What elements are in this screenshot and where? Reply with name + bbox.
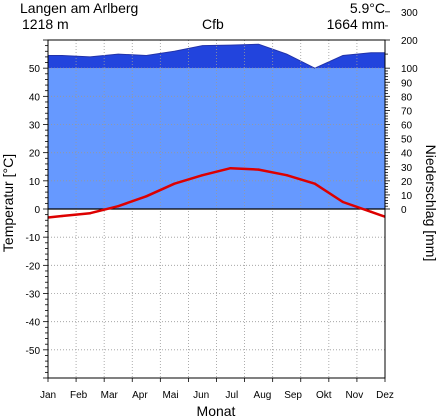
precipitation-tick-label: 30 (401, 163, 413, 174)
month-tick-label: Dez (376, 390, 394, 401)
precipitation-tick-label: 40 (401, 149, 413, 160)
temperature-point (341, 200, 345, 204)
temperature-tick-label: 50 (29, 64, 41, 75)
x-axis-label: Monat (197, 403, 236, 418)
temperature-point (145, 195, 148, 198)
climate-class: Cfb (202, 16, 224, 32)
temperature-point (173, 182, 176, 185)
month-tick-label: Mai (162, 390, 178, 401)
temperature-tick-label: 10 (29, 177, 41, 188)
y-axis-label-right: Niederschlag [mm] (423, 145, 439, 262)
elevation: 1218 m (22, 16, 69, 32)
month-tick-label: Mar (101, 390, 119, 401)
temperature-point (285, 174, 288, 177)
temperature-point (117, 204, 120, 208)
precipitation-tick-label: 20 (401, 177, 413, 188)
temperature-point (201, 174, 204, 177)
temperature-line (47, 166, 386, 219)
temperature-tick-label: 40 (29, 92, 41, 103)
temperature-tick-label: 0 (34, 205, 40, 216)
precipitation-tick-label: 0 (401, 205, 407, 216)
month-tick-label: Nov (345, 390, 363, 401)
precipitation-line (48, 43, 385, 69)
temperature-tick-label: 20 (29, 149, 41, 160)
month-tick-label: Jan (40, 390, 56, 401)
temperature-point (88, 212, 92, 215)
annual-precipitation: 1664 mm (326, 16, 385, 32)
precipitation-tick-label: 100 (401, 64, 418, 75)
precipitation-tick-label: 10 (401, 191, 413, 202)
mean-temperature: 5.9°C (349, 0, 385, 16)
precipitation-tick-label: 200 (401, 36, 418, 47)
temperature-point (369, 210, 373, 214)
precipitation-tick-label: 300 (401, 8, 418, 19)
temperature-tick-label: -10 (26, 233, 41, 244)
precipitation-excess-fill (48, 44, 385, 69)
month-tick-label: Apr (132, 390, 148, 401)
temperature-tick-label: -50 (26, 346, 41, 357)
temperature-point (257, 168, 260, 171)
month-tick-label: Aug (254, 390, 272, 401)
month-tick-label: Feb (70, 390, 88, 401)
month-axis: Jan Feb Mar Apr Mai Jun Jul Aug Sep Okt Nov Dez (40, 378, 394, 401)
precipitation-tick-label: 60 (401, 121, 413, 132)
precipitation-tick-label: 80 (401, 92, 413, 103)
temperature-tick-label: 30 (29, 121, 41, 132)
temperature-point (60, 214, 64, 218)
temperature-point (313, 182, 316, 185)
station-name: Langen am Arlberg (20, 0, 139, 16)
temperature-tick-label: -40 (26, 318, 41, 329)
precipitation-tick-label: 90 (401, 78, 413, 89)
month-tick-label: Okt (316, 390, 332, 401)
month-tick-label: Jul (225, 390, 238, 401)
precipitation-axis: 0102030405060708090100200300400500600700… (385, 8, 418, 216)
temperature-tick-label: -30 (26, 290, 41, 301)
precipitation-tick-label: 50 (401, 135, 413, 146)
temperature-axis: -50 -40 -30 -20 -10 0 10 20 30 40 50 (26, 39, 48, 379)
temperature-point (229, 166, 232, 170)
temperature-series (47, 166, 386, 219)
temperature-tick-label: -20 (26, 261, 41, 272)
month-tick-label: Sep (284, 390, 302, 401)
y-axis-label-left: Temperatur [°C] (0, 154, 16, 252)
precipitation-tick-label: 70 (401, 106, 413, 117)
month-tick-label: Jun (193, 390, 209, 401)
